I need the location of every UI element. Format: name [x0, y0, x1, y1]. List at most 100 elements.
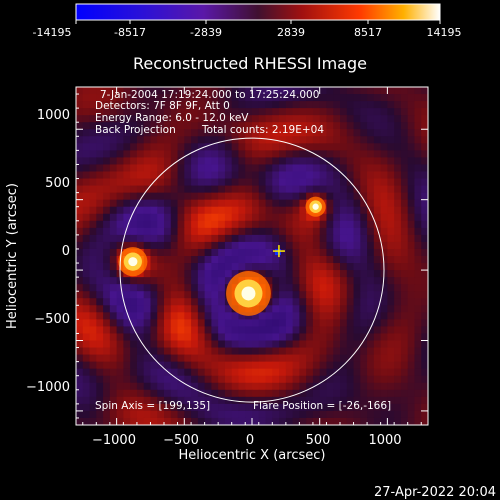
heatmap-cell [407, 248, 416, 257]
heatmap-cell [150, 171, 158, 180]
heatmap-cell [89, 347, 97, 356]
heatmap-cell [319, 171, 328, 180]
heatmap-cell [123, 368, 131, 377]
heatmap-cell [312, 354, 321, 363]
heatmap-cell [360, 396, 368, 405]
heatmap-cell [387, 277, 395, 285]
heatmap-cell [258, 227, 267, 236]
heatmap-cell [265, 277, 273, 285]
y-tick-label-0: −1000 [26, 380, 70, 395]
heatmap-cell [380, 312, 388, 320]
heatmap-cell [373, 94, 382, 102]
heatmap-cell [211, 312, 219, 320]
heatmap-cell [170, 115, 179, 123]
heatmap-cell [157, 375, 165, 384]
heatmap-cell [319, 164, 328, 173]
heatmap-cell [103, 319, 111, 328]
heatmap-cell [76, 220, 84, 229]
heatmap-cell [272, 389, 280, 398]
heatmap-cell [211, 199, 219, 208]
heatmap-cell [130, 171, 138, 180]
heatmap-cell [340, 410, 348, 419]
heatmap-cell [191, 220, 199, 229]
heatmap-cell [191, 403, 199, 412]
heatmap-cell [252, 347, 260, 356]
heatmap-cell [252, 263, 260, 271]
heatmap-cell [197, 192, 206, 201]
heatmap-cell [407, 129, 416, 137]
heatmap-cell [157, 382, 165, 391]
heatmap-cell [150, 199, 158, 208]
heatmap-cell [299, 206, 307, 215]
heatmap-cell [265, 333, 273, 342]
heatmap-cell [170, 234, 179, 243]
heatmap-cell [157, 347, 165, 356]
heatmap-cell [197, 213, 206, 222]
heatmap-cell [76, 122, 84, 130]
heatmap-cell [258, 164, 267, 173]
heatmap-cell [116, 347, 124, 356]
heatmap-cell [82, 94, 91, 102]
heatmap-cell [421, 375, 428, 384]
heatmap-cell [367, 284, 375, 292]
heatmap-cell [218, 248, 226, 257]
heatmap-cell [245, 248, 253, 257]
heatmap-cell [265, 227, 273, 236]
heatmap-cell [252, 192, 260, 201]
heatmap-cell [353, 227, 361, 236]
heatmap-cell [143, 122, 152, 130]
heatmap-cell [211, 298, 219, 306]
heatmap-cell [400, 389, 409, 398]
heatmap-cell [272, 129, 280, 137]
heatmap-cell [380, 122, 388, 130]
heatmap-cell [116, 298, 124, 306]
heatmap-cell [346, 326, 355, 335]
heatmap-cell [299, 108, 307, 116]
heatmap-cell [218, 333, 226, 342]
heatmap-cell [89, 277, 97, 285]
heatmap-cell [231, 227, 240, 236]
heatmap-cell [333, 410, 341, 419]
heatmap-cell [177, 234, 185, 243]
heatmap-cell [238, 220, 246, 229]
heatmap-cell [353, 108, 361, 116]
heatmap-cell [177, 396, 185, 405]
heatmap-cell [306, 220, 314, 229]
heatmap-cell [272, 122, 280, 130]
heatmap-cell [319, 108, 328, 116]
heatmap-cell [157, 206, 165, 215]
heatmap-cell [326, 213, 334, 222]
heatmap-cell [394, 227, 402, 236]
heatmap-cell [353, 220, 361, 229]
heatmap-cell [258, 157, 267, 166]
heatmap-cell [82, 143, 91, 151]
heatmap-cell [150, 305, 158, 313]
heatmap-cell [326, 305, 334, 313]
heatmap-cell [312, 347, 321, 356]
heatmap-cell [184, 248, 192, 257]
heatmap-cell [279, 298, 287, 306]
heatmap-cell [373, 417, 382, 425]
heatmap-cell [373, 291, 382, 299]
heatmap-cell [265, 312, 273, 320]
heatmap-cell [130, 284, 138, 292]
heatmap-cell [312, 108, 321, 116]
heatmap-cell [143, 227, 152, 236]
heatmap-cell [346, 94, 355, 102]
heatmap-cell [123, 178, 131, 187]
heatmap-cell [76, 143, 84, 151]
heatmap-cell [184, 185, 192, 194]
heatmap-cell [265, 248, 273, 257]
heatmap-cell [387, 122, 395, 130]
heatmap-cell [184, 361, 192, 370]
heatmap-cell [380, 333, 388, 342]
heatmap-cell [360, 220, 368, 229]
heatmap-cell [116, 206, 124, 215]
heatmap-cell [136, 417, 145, 425]
heatmap-cell [394, 150, 402, 159]
heatmap-cell [136, 396, 145, 405]
heatmap-cell [299, 396, 307, 405]
heatmap-cell [292, 220, 300, 229]
heatmap-cell [306, 129, 314, 137]
heatmap-cell [245, 171, 253, 180]
